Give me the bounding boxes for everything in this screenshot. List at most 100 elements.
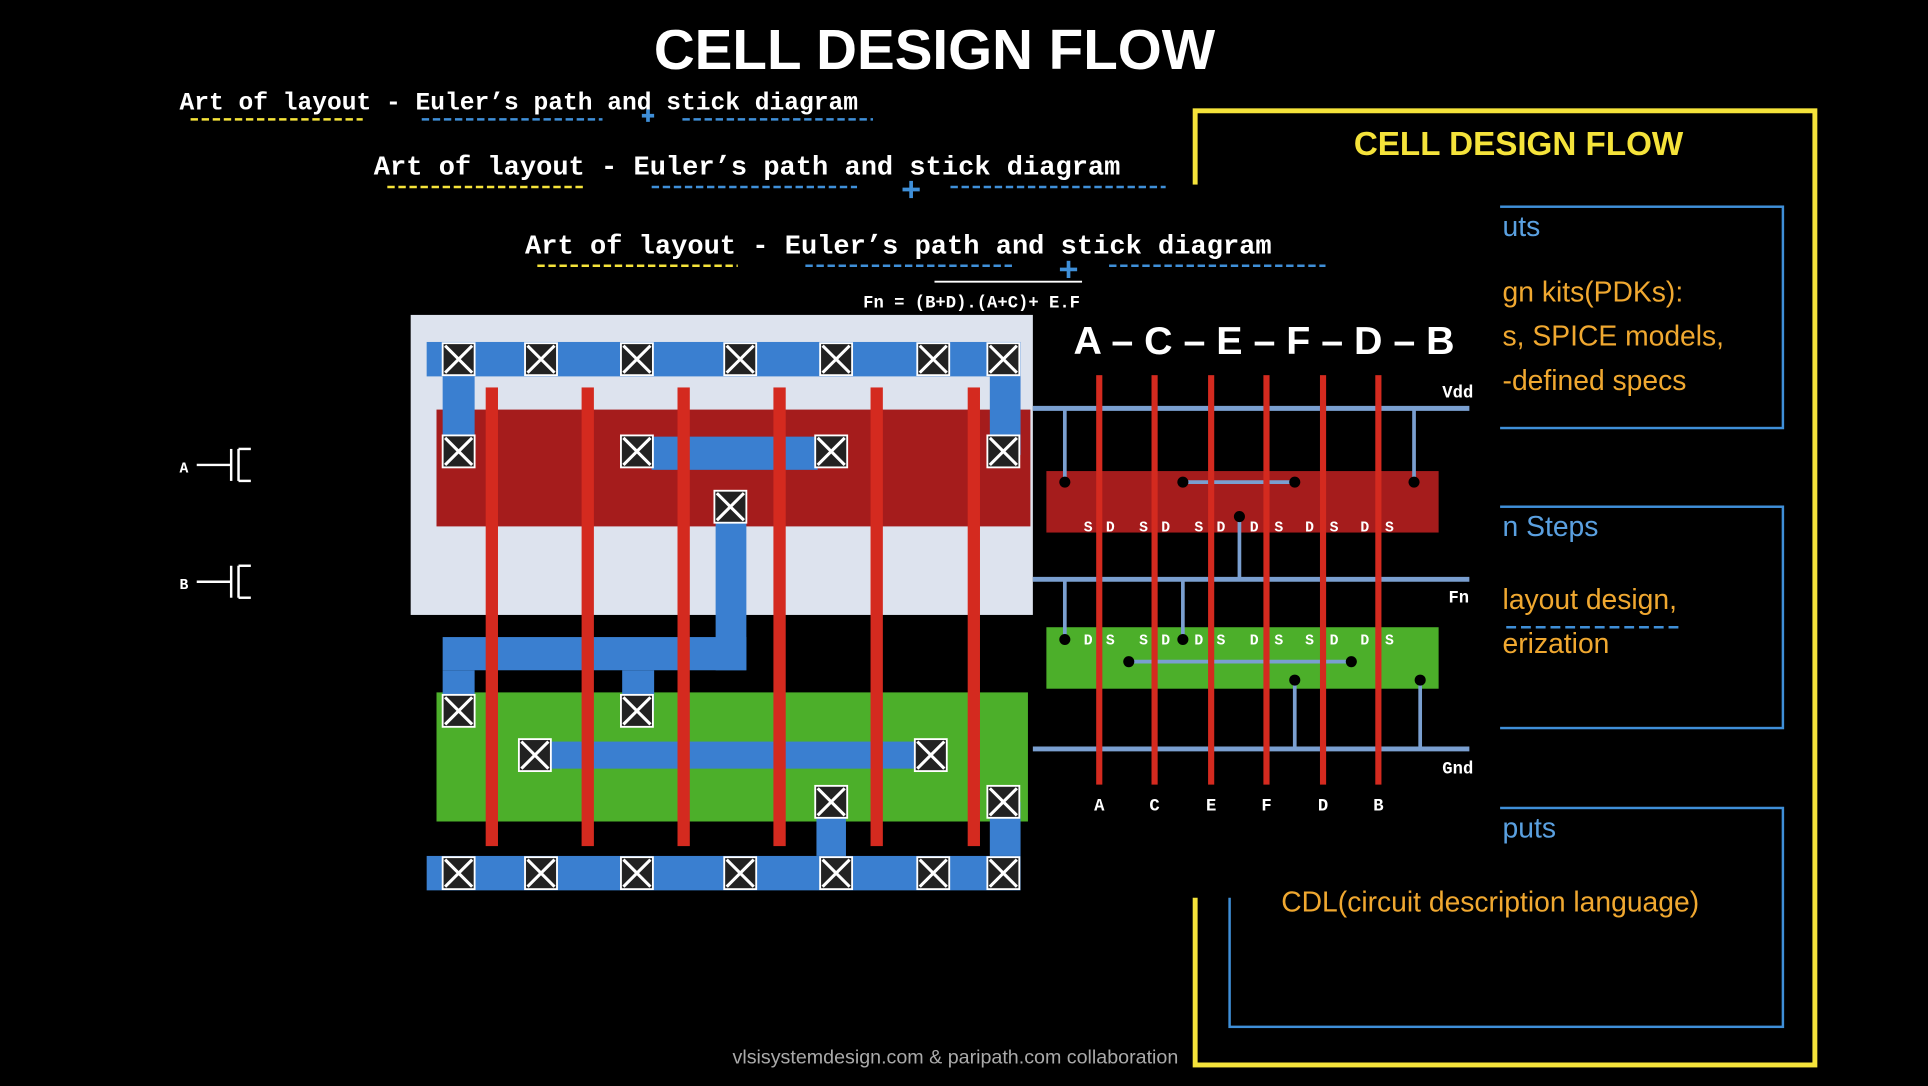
- schematic-input: B: [180, 578, 189, 594]
- terminal-label: D: [1305, 520, 1314, 536]
- contact-x: [526, 858, 556, 888]
- contact-dot: [1059, 476, 1071, 488]
- terminal-label: D: [1250, 520, 1259, 536]
- contact-dot: [1414, 674, 1426, 686]
- contact-x: [715, 492, 745, 522]
- contact-x: [821, 858, 851, 888]
- panel-text: -defined specs: [1503, 364, 1687, 396]
- terminal-label: S: [1305, 633, 1314, 649]
- panel-text: s, SPICE models,: [1503, 320, 1725, 352]
- contact-dot: [1233, 511, 1245, 523]
- title-clip: [491, 0, 1353, 30]
- metal: [651, 436, 818, 470]
- poly: [581, 387, 594, 847]
- terminal-label: D: [1250, 633, 1259, 649]
- contact-x: [988, 436, 1018, 467]
- n-diffusion: [1046, 627, 1439, 689]
- panel-heading: puts: [1503, 811, 1556, 843]
- contact-x: [988, 344, 1018, 374]
- terminal-label: S: [1274, 520, 1283, 536]
- poly: [1096, 375, 1103, 785]
- terminal-label: D: [1360, 520, 1369, 536]
- heading: Art of layout - Euler’s path and stick d…: [525, 231, 1272, 262]
- terminal-label: D: [1161, 633, 1170, 649]
- contact-dot: [1408, 476, 1420, 488]
- terminal-label: S: [1385, 633, 1394, 649]
- terminal-label: S: [1106, 633, 1115, 649]
- contact-x: [520, 740, 550, 770]
- contact-x: [988, 787, 1018, 817]
- poly: [1319, 375, 1327, 785]
- poly: [677, 387, 690, 847]
- terminal-label: D: [1330, 633, 1339, 649]
- contact-dot: [1177, 633, 1189, 646]
- contact-x: [444, 436, 474, 467]
- poly: [870, 387, 883, 847]
- contact-x: [918, 858, 948, 888]
- terminal-label: S: [1217, 633, 1226, 649]
- contact-x: [918, 344, 948, 374]
- contact-x: [816, 787, 846, 817]
- poly: [967, 387, 980, 847]
- contact-x: [444, 858, 474, 888]
- terminal-label: D: [1194, 633, 1203, 649]
- terminal-label: S: [1084, 520, 1093, 536]
- contact-x: [444, 696, 474, 726]
- terminal-label: S: [1139, 633, 1148, 649]
- contact-dot: [1059, 633, 1071, 646]
- metal: [534, 741, 931, 769]
- terminal-label: D: [1217, 520, 1226, 536]
- poly: [1263, 375, 1270, 785]
- schematic-input: A: [180, 461, 189, 477]
- contact-x: [622, 858, 652, 888]
- terminal-label: S: [1139, 520, 1148, 536]
- contact-x: [816, 436, 846, 467]
- terminal-label: S: [1330, 520, 1339, 536]
- contact-dot: [1177, 476, 1189, 488]
- contact-x: [725, 858, 755, 888]
- equation: Fn = (B+D).(A+C)+ E.F: [863, 295, 1080, 314]
- contact-x: [622, 696, 652, 726]
- terminal-label: D: [1084, 633, 1093, 649]
- contact-dot: [1123, 656, 1135, 668]
- heading: Art of layout - Euler’s path and stick d…: [374, 153, 1121, 184]
- terminal-label: S: [1274, 633, 1283, 649]
- gate-label: D: [1318, 797, 1328, 816]
- poly: [1375, 375, 1382, 785]
- panel-heading: n Steps: [1503, 510, 1599, 542]
- poly: [773, 387, 786, 847]
- contact-x: [622, 344, 652, 374]
- poly: [485, 387, 498, 847]
- panel-text: gn kits(PDKs):: [1503, 275, 1684, 307]
- heading: Art of layout - Euler’s path and stick d…: [180, 91, 858, 118]
- panel-text: layout design,: [1503, 583, 1677, 615]
- rail-label: Fn: [1448, 590, 1469, 609]
- terminal-label: D: [1106, 520, 1115, 536]
- contact-dot: [1289, 476, 1301, 488]
- terminal-label: S: [1194, 520, 1203, 536]
- rail-label: Gnd: [1442, 761, 1473, 780]
- panel-heading: uts: [1503, 210, 1541, 242]
- contact-dot: [1289, 674, 1301, 686]
- rail-label: Vdd: [1442, 384, 1473, 403]
- panel-box: [1228, 806, 1785, 1029]
- panel-text: erization: [1503, 627, 1610, 659]
- text-clip: [1229, 860, 1747, 891]
- euler-path: A – C – E – F – D – B: [1074, 319, 1455, 363]
- contact-x: [916, 740, 946, 770]
- poly: [1208, 375, 1215, 785]
- gate-label: C: [1149, 797, 1159, 816]
- contact-dot: [1345, 656, 1357, 668]
- contact-x: [988, 858, 1018, 888]
- footer: vlsisystemdesign.com & paripath.com coll…: [733, 1047, 1179, 1069]
- contact-x: [622, 436, 652, 467]
- shapes: [190, 108, 1818, 1068]
- panel-title: CELL DESIGN FLOW: [1354, 126, 1684, 163]
- terminal-label: D: [1161, 520, 1170, 536]
- gate-label: B: [1373, 797, 1383, 816]
- contact-x: [444, 344, 474, 374]
- contact-x: [526, 344, 556, 374]
